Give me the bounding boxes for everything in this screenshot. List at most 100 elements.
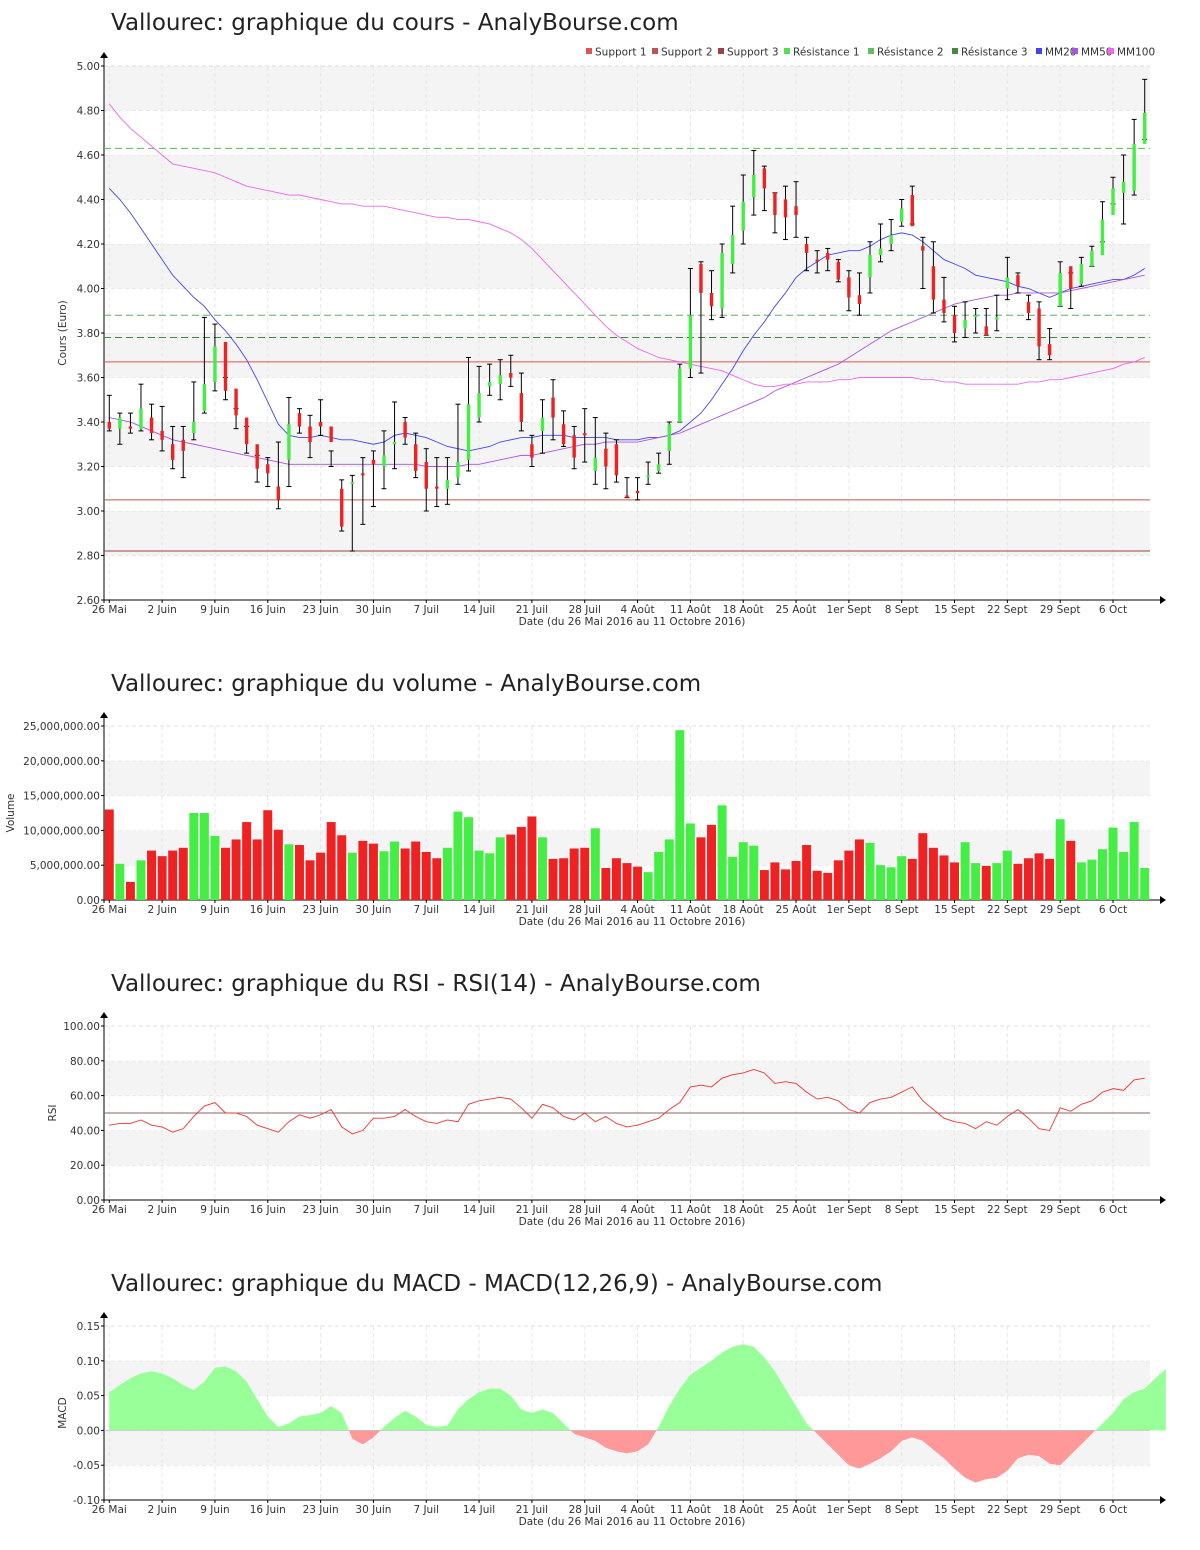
volume-bar <box>622 863 632 900</box>
x-tick-label: 18 Août <box>723 904 764 916</box>
y-axis-label: Volume <box>5 793 17 832</box>
candle-body <box>1058 272 1062 307</box>
grid-band <box>104 1130 1150 1166</box>
volume-bar <box>1024 858 1033 900</box>
x-axis-arrow <box>1160 896 1166 904</box>
x-tick-label: 29 Sept <box>1040 904 1081 916</box>
volume-bar <box>569 848 579 900</box>
y-tick-label: -0.10 <box>73 1495 100 1507</box>
candle-body <box>942 299 946 313</box>
volume-bar <box>685 823 695 900</box>
y-tick-label: 4.20 <box>77 239 100 251</box>
x-tick-label: 2 Juin <box>147 1204 176 1216</box>
y-tick-label: 3.40 <box>77 417 100 429</box>
volume-bar <box>337 835 347 900</box>
candle-body <box>424 462 428 489</box>
volume-bar <box>590 828 600 900</box>
x-tick-label: 4 Août <box>620 1204 654 1216</box>
volume-bar <box>189 813 199 900</box>
volume-bar <box>125 881 135 900</box>
volume-bar <box>294 845 304 900</box>
x-tick-label: 6 Oct <box>1099 1504 1127 1516</box>
y-tick-label: 3.80 <box>77 328 100 340</box>
volume-bar <box>358 840 368 900</box>
candle-body <box>403 422 407 438</box>
volume-bar <box>559 858 569 900</box>
legend-entry: MM20 <box>1045 47 1076 59</box>
candle-body <box>593 457 598 471</box>
legend-entry: Support 3 <box>727 47 779 59</box>
grid-band <box>104 795 1150 831</box>
volume-bar <box>442 847 452 900</box>
candle-body <box>361 473 365 476</box>
volume-bar <box>580 847 590 900</box>
volume-bar <box>738 842 748 900</box>
candle-body <box>1143 112 1147 144</box>
volume-bar <box>1002 850 1012 900</box>
candle-body <box>244 417 249 445</box>
volume-bar <box>537 837 547 900</box>
volume-bar <box>780 869 790 900</box>
candle-body <box>836 261 841 280</box>
x-tick-label: 14 Juil <box>463 1504 495 1516</box>
grid-band <box>104 199 1150 244</box>
volume-bar <box>527 816 537 900</box>
macd-chart: -0.10 -0.05 0.00 0.05 0.10 0.15 26 Mai 2 Juin 9 … <box>57 1312 1166 1528</box>
candle-body <box>223 341 228 391</box>
x-tick-label: 30 Juin <box>355 1204 391 1216</box>
x-tick-label: 22 Sept <box>987 604 1028 616</box>
volume-bar <box>242 822 252 900</box>
candle-body <box>318 422 323 427</box>
legend-entry: MM50 <box>1081 47 1112 59</box>
y-axis-label: Cours (Euro) <box>57 300 69 366</box>
volume-bar <box>654 851 664 900</box>
volume-bar <box>347 852 357 900</box>
candle-body <box>1069 266 1073 289</box>
y-axis-arrow <box>100 712 108 718</box>
y-tick-label: 3.60 <box>77 373 100 385</box>
candle-body <box>614 444 619 476</box>
volume-bar <box>907 858 917 900</box>
candle-body <box>889 235 893 244</box>
macd-chart-title: Vallourec: graphique du MACD - MACD(12,2… <box>111 1271 883 1297</box>
y-tick-label: 4.00 <box>77 284 100 296</box>
volume-bar <box>432 858 442 900</box>
grid-band <box>104 1395 1150 1431</box>
grid-band <box>104 1060 1150 1096</box>
x-tick-label: 23 Juin <box>303 904 339 916</box>
series-mm100 <box>108 103 1145 387</box>
y-tick-label: 2.60 <box>77 595 100 607</box>
volume-bar <box>1034 853 1044 900</box>
y-tick-label: 20,000,000.00 <box>23 756 100 768</box>
x-tick-label: 23 Juin <box>303 1204 339 1216</box>
candle-body <box>910 195 914 227</box>
volume-bar <box>210 835 220 900</box>
candle-body <box>160 430 164 440</box>
legend-entry: Résistance 3 <box>961 47 1028 59</box>
x-tick-label: 26 Mai <box>92 1204 127 1216</box>
volume-bar <box>643 872 653 900</box>
grid-band <box>104 244 1150 289</box>
candle-body <box>266 464 270 474</box>
candle-body <box>509 373 513 378</box>
y-tick-label: 0.00 <box>77 895 100 907</box>
candle-body <box>847 277 851 298</box>
candle-body <box>995 317 999 320</box>
volume-bar <box>897 856 907 900</box>
candle-body <box>466 404 471 460</box>
price-panel: Vallourec: graphique du cours - AnalyBou… <box>0 0 1200 640</box>
candle-body <box>762 168 767 189</box>
legend-swatch <box>718 48 724 54</box>
grid-band <box>104 1326 1150 1361</box>
candle-body <box>1100 219 1105 256</box>
volume-bar <box>157 856 167 900</box>
volume-bar <box>1076 862 1086 900</box>
volume-bar <box>1097 849 1107 900</box>
volume-bar <box>865 842 875 900</box>
volume-bar <box>1045 858 1055 900</box>
x-axis-label: Date (du 26 Mai 2016 au 11 Octobre 2016) <box>519 1516 746 1528</box>
candle-body <box>963 319 967 329</box>
grid-band <box>104 760 1150 796</box>
volume-bar <box>664 839 674 900</box>
x-tick-label: 22 Sept <box>987 1504 1028 1516</box>
